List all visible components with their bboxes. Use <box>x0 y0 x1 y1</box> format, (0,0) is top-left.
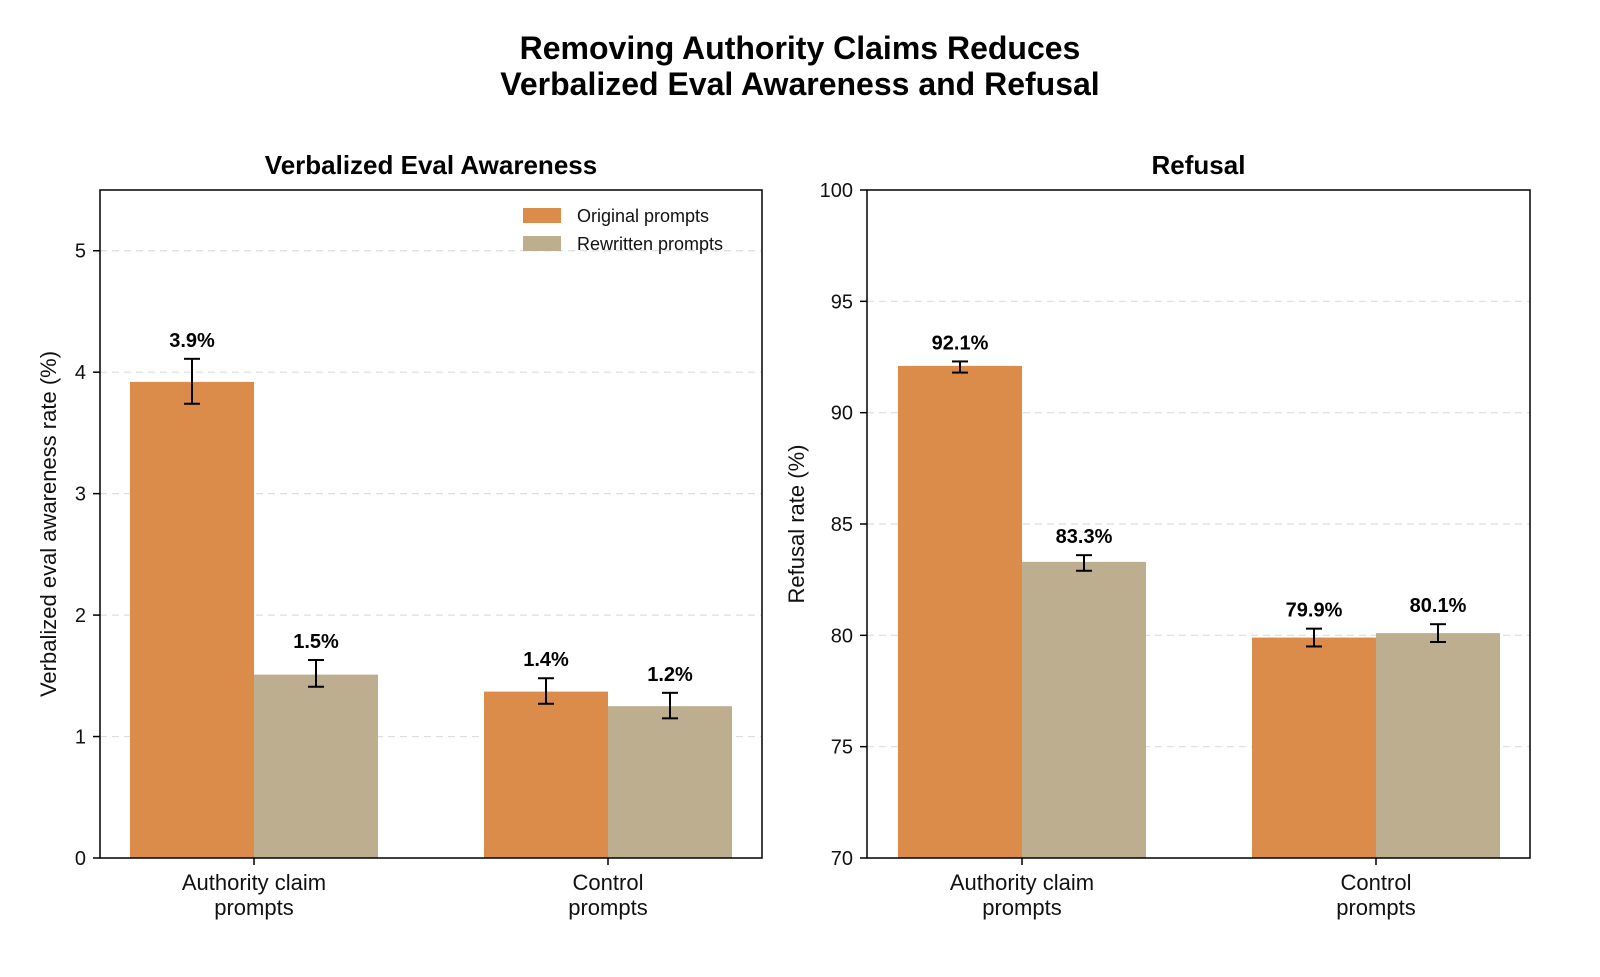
x-tick-label: Control prompts <box>1336 870 1415 920</box>
y-tick-label: 75 <box>831 737 853 759</box>
legend-swatch <box>523 236 561 251</box>
x-tick-label-line: Control <box>573 870 644 895</box>
panel-title: Refusal <box>1152 150 1246 180</box>
figure-title-line-2: Verbalized Eval Awareness and Refusal <box>500 66 1100 102</box>
y-tick-label: 3 <box>75 484 86 506</box>
y-tick-label: 0 <box>75 848 86 870</box>
bar <box>1022 561 1146 858</box>
y-tick-label: 4 <box>75 362 86 384</box>
data-label: 1.4% <box>523 649 569 671</box>
x-tick-label: Control prompts <box>568 870 647 920</box>
x-tick-label-line: Authority claim <box>950 870 1094 895</box>
data-label: 1.5% <box>293 631 339 653</box>
bar <box>898 365 1022 858</box>
y-tick-label: 85 <box>831 514 853 536</box>
y-tick-label: 1 <box>75 727 86 749</box>
chart-panel-2: 70 75 80 85 90 95 100 92.1% 79.9% 83.3% 80.1% Autho… <box>784 150 1531 920</box>
x-tick-label: Authority claim prompts <box>182 870 326 920</box>
y-tick-label: 70 <box>831 848 853 870</box>
y-axis-label: Verbalized eval awareness rate (%) <box>36 351 61 697</box>
y-tick-label: 90 <box>831 403 853 425</box>
bar <box>254 674 378 858</box>
x-tick-label: Authority claim prompts <box>950 870 1094 920</box>
data-label: 3.9% <box>169 330 215 352</box>
x-tick-label-line: prompts <box>982 895 1061 920</box>
plot-frame <box>866 189 1531 859</box>
bar <box>130 381 254 858</box>
legend-label: Original prompts <box>577 206 709 226</box>
bar <box>484 691 608 858</box>
panel-title: Verbalized Eval Awareness <box>265 150 597 180</box>
x-tick-label-line: prompts <box>214 895 293 920</box>
y-tick-label: 5 <box>75 241 86 263</box>
data-label: 83.3% <box>1056 526 1113 548</box>
bar <box>1376 633 1500 858</box>
x-tick-label-line: Control <box>1341 870 1412 895</box>
y-tick-label: 2 <box>75 605 86 627</box>
bar <box>608 706 732 858</box>
data-label: 92.1% <box>932 332 989 354</box>
y-tick-label: 95 <box>831 291 853 313</box>
legend: Original prompts Rewritten prompts <box>523 206 723 254</box>
x-tick-label-line: prompts <box>568 895 647 920</box>
figure-title: Removing Authority Claims Reduces Verbal… <box>0 30 1600 102</box>
data-label: 79.9% <box>1286 600 1343 622</box>
bar <box>1252 637 1376 858</box>
x-tick-label-line: prompts <box>1336 895 1415 920</box>
x-tick-label-line: Authority claim <box>182 870 326 895</box>
plot-frame <box>99 189 763 859</box>
figure-title-line-1: Removing Authority Claims Reduces <box>519 30 1081 66</box>
legend-label: Rewritten prompts <box>577 234 723 254</box>
data-label: 80.1% <box>1410 595 1467 617</box>
y-tick-label: 80 <box>831 625 853 647</box>
y-tick-label: 100 <box>820 180 853 202</box>
data-label: 1.2% <box>647 664 693 686</box>
y-axis-label: Refusal rate (%) <box>784 445 809 604</box>
legend-swatch <box>523 208 561 223</box>
